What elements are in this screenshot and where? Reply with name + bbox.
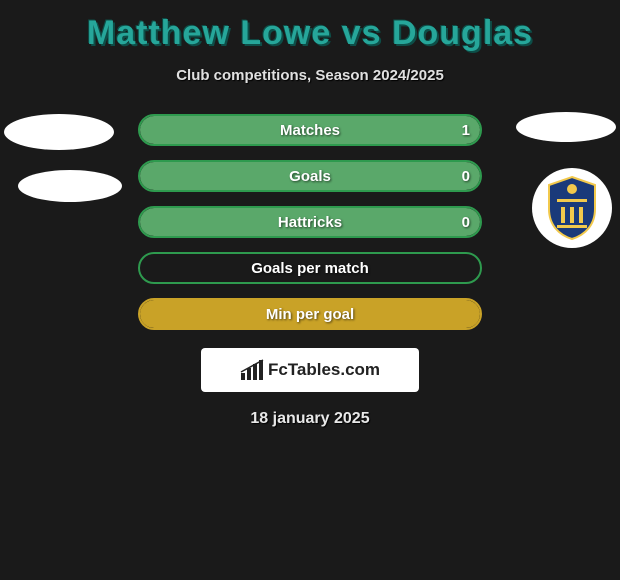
subtitle: Club competitions, Season 2024/2025 (0, 67, 620, 84)
stat-bar: Min per goal (138, 298, 482, 330)
shield-crest-icon (543, 175, 601, 241)
fctables-logo: FcTables.com (201, 348, 419, 392)
logo-text: FcTables.com (268, 360, 380, 380)
stat-bars: Matches 1 Goals 0 Hattricks 0 Goals per match M… (138, 114, 482, 330)
stat-label: Goals per match (251, 260, 369, 277)
player-right-avatar-placeholder (516, 112, 616, 142)
bar-chart-icon (240, 359, 264, 381)
club-right-crest (532, 168, 612, 248)
stat-label: Matches (280, 122, 340, 139)
club-left-crest-placeholder (18, 170, 122, 202)
stat-label: Goals (289, 168, 331, 185)
stat-bar: Goals per match (138, 252, 482, 284)
stat-label: Hattricks (278, 214, 342, 231)
stat-bar: Goals 0 (138, 160, 482, 192)
stat-value-right: 0 (462, 214, 470, 231)
stat-bar: Matches 1 (138, 114, 482, 146)
stat-bar: Hattricks 0 (138, 206, 482, 238)
stat-value-right: 0 (462, 168, 470, 185)
page-title: Matthew Lowe vs Douglas (0, 0, 620, 53)
stat-value-right: 1 (462, 122, 470, 139)
snapshot-date: 18 january 2025 (0, 410, 620, 428)
comparison-panel: Matches 1 Goals 0 Hattricks 0 Goals per match M… (0, 114, 620, 330)
stat-label: Min per goal (266, 306, 354, 323)
player-left-avatar-placeholder (4, 114, 114, 150)
